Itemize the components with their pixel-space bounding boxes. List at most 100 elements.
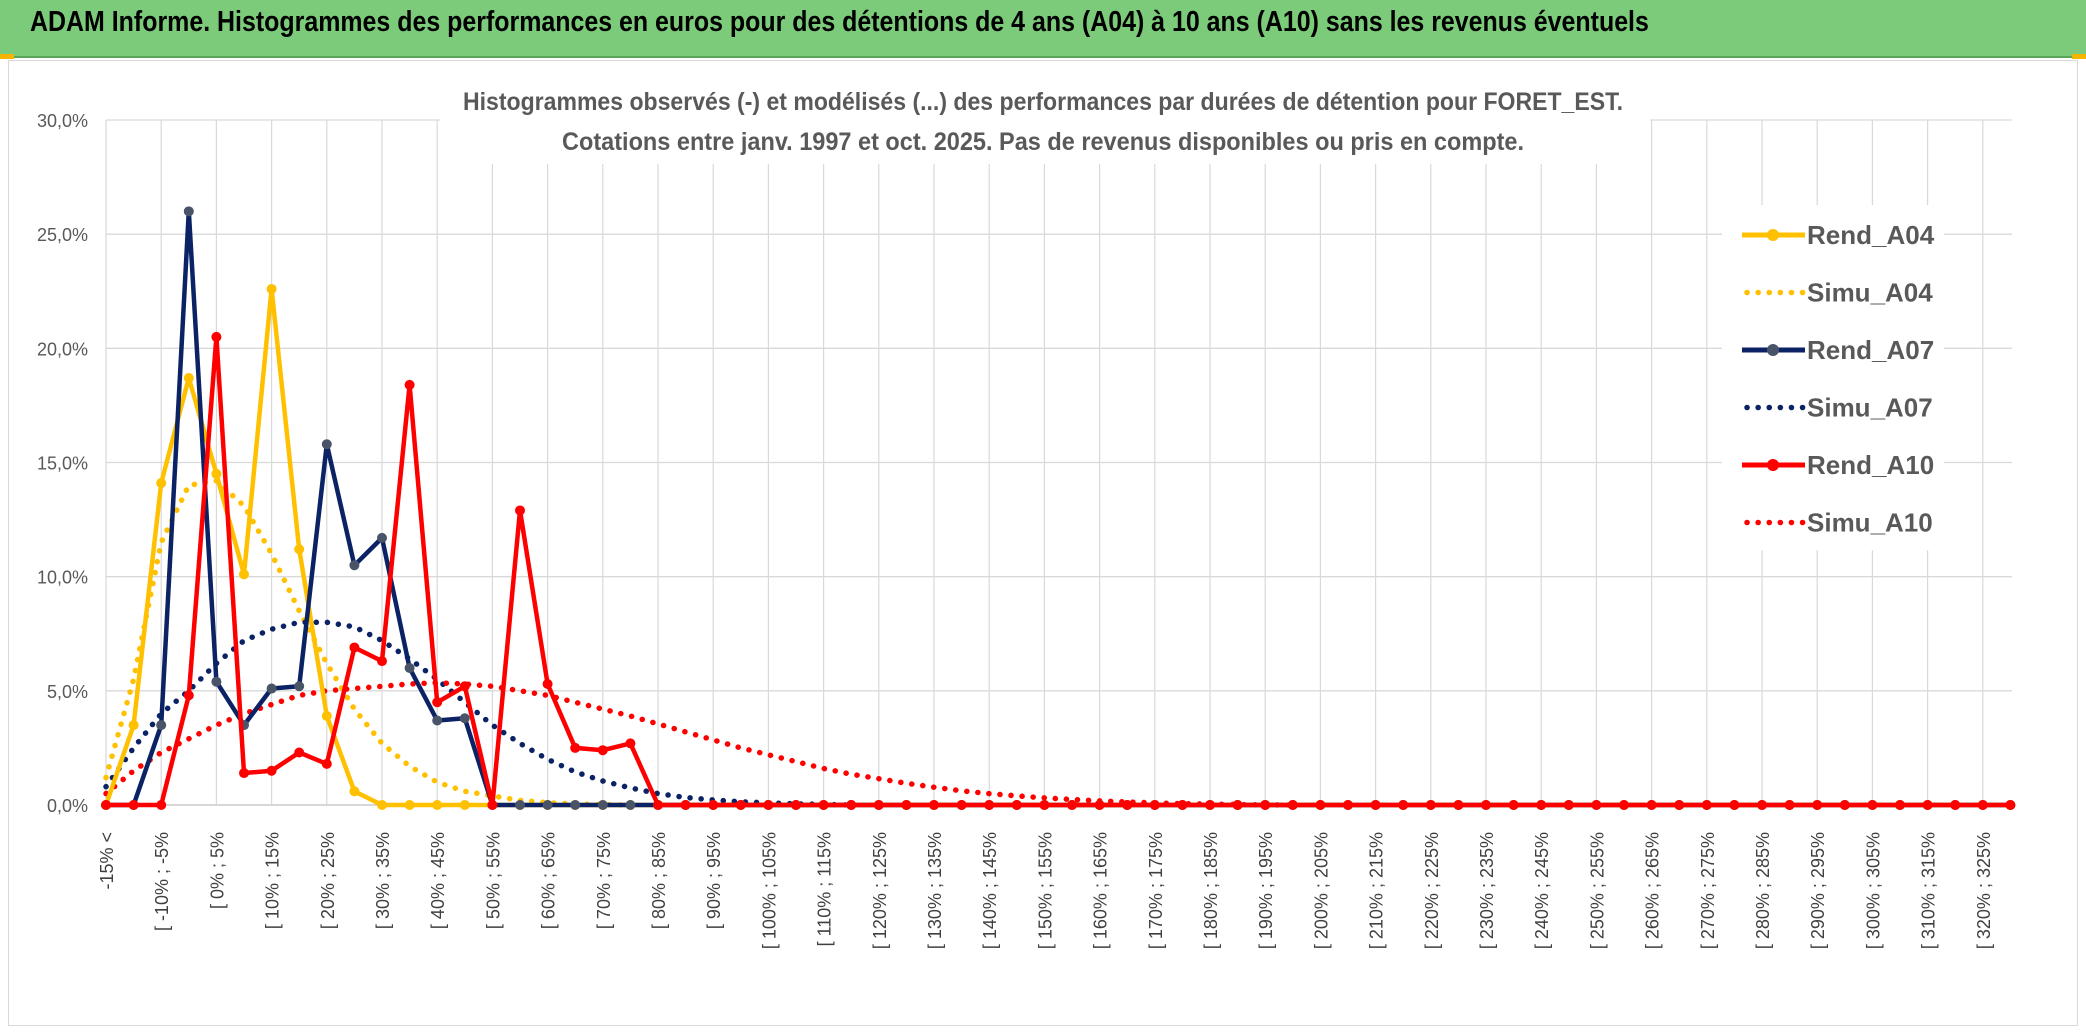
data-point-Rend_A07 <box>597 800 608 810</box>
data-point-Rend_A10 <box>570 742 581 753</box>
chart-title-line-1: Histogrammes observés (-) et modélisés (… <box>463 88 1623 116</box>
data-point-Rend_A07 <box>377 532 387 543</box>
data-point-Rend_A10 <box>597 745 608 756</box>
x-tick-label: [ 90% ; 95% <box>704 832 724 929</box>
data-point-Rend_A10 <box>1287 800 1298 810</box>
x-tick-label: [ 120% ; 125% <box>870 832 890 949</box>
data-point-Rend_A07 <box>570 800 581 810</box>
data-point-Rend_A10 <box>1398 800 1409 810</box>
data-point-Rend_A10 <box>1453 800 1464 810</box>
x-tick-label: [ 320% ; 325% <box>1974 832 1994 949</box>
x-tick-label: [ 230% ; 235% <box>1477 832 1497 949</box>
series-line-Simu_A07 <box>103 619 854 808</box>
x-tick-label: [ 260% ; 265% <box>1643 832 1663 949</box>
x-tick-label: [ 200% ; 205% <box>1311 832 1331 949</box>
x-tick-label: [ 100% ; 105% <box>759 832 779 949</box>
data-point-Rend_A10 <box>1922 800 1933 810</box>
title-background <box>440 84 1650 164</box>
report-title: ADAM Informe. Histogrammes des performan… <box>30 6 1649 38</box>
chart-frame <box>8 60 2078 1026</box>
legend-label-Simu_A04: Simu_A04 <box>1807 278 1933 308</box>
data-point-Rend_A04 <box>377 800 387 810</box>
series-line-Rend_A10 <box>106 334 2011 808</box>
x-tick-label: -15% < <box>97 832 117 890</box>
series-line-Simu_A04 <box>103 478 634 808</box>
data-point-Rend_A10 <box>1508 800 1519 810</box>
legend-label-Rend_A10: Rend_A10 <box>1807 450 1934 480</box>
data-point-Rend_A10 <box>1260 800 1271 810</box>
data-point-Rend_A10 <box>956 800 967 810</box>
x-tick-label: [ 250% ; 255% <box>1587 832 1607 949</box>
data-point-Rend_A10 <box>1011 800 1022 810</box>
data-point-Rend_A10 <box>818 800 829 810</box>
data-point-Rend_A04 <box>404 800 415 810</box>
data-point-Rend_A10 <box>1950 800 1961 810</box>
data-point-Rend_A10 <box>1784 800 1795 810</box>
data-point-Rend_A10 <box>294 747 305 758</box>
legend-label-Rend_A07: Rend_A07 <box>1807 335 1934 365</box>
x-tick-label: [ 10% ; 15% <box>263 832 283 929</box>
x-tick-label: [ 190% ; 195% <box>1256 832 1276 949</box>
data-point-Rend_A10 <box>1729 800 1740 810</box>
data-point-Rend_A10 <box>1646 800 1657 810</box>
x-axis: -15% < [ -10% ; -5% [ 0% ; 5% [ 10% ; 15% [ … <box>97 832 1994 949</box>
data-point-Rend_A10 <box>901 800 912 810</box>
data-point-Rend_A10 <box>1343 800 1353 810</box>
data-point-Rend_A10 <box>1122 800 1133 810</box>
x-tick-label: [ 30% ; 35% <box>373 832 393 929</box>
y-tick-label: 25,0% <box>37 225 88 245</box>
data-point-Rend_A10 <box>625 738 636 749</box>
data-point-Rend_A07 <box>542 800 553 810</box>
data-point-Rend_A10 <box>1757 800 1767 810</box>
y-tick-label: 20,0% <box>37 339 88 359</box>
data-point-Rend_A07 <box>156 720 167 731</box>
data-point-Rend_A10 <box>1867 800 1878 810</box>
data-point-Rend_A10 <box>846 800 857 810</box>
data-point-Rend_A10 <box>1370 800 1381 810</box>
data-point-Rend_A07 <box>625 800 636 810</box>
data-point-Rend_A04 <box>156 478 167 489</box>
x-tick-label: [ 60% ; 65% <box>539 832 559 929</box>
y-tick-label: 5,0% <box>47 682 88 702</box>
legend-label-Rend_A04: Rend_A04 <box>1807 220 1935 250</box>
x-tick-label: [ 210% ; 215% <box>1367 832 1387 949</box>
data-point-Rend_A10 <box>1425 800 1436 810</box>
data-point-Rend_A10 <box>1895 800 1905 810</box>
data-point-Rend_A10 <box>1232 800 1243 810</box>
data-point-Rend_A04 <box>349 786 360 797</box>
x-tick-label: [ -10% ; -5% <box>152 832 172 931</box>
x-tick-label: [ 80% ; 85% <box>649 832 669 929</box>
x-tick-label: [ 40% ; 45% <box>428 832 448 929</box>
x-tick-label: [ 290% ; 295% <box>1808 832 1828 949</box>
y-tick-label: 10,0% <box>37 568 88 588</box>
data-point-Rend_A10 <box>873 800 884 810</box>
y-tick-label: 30,0% <box>37 111 88 131</box>
data-point-Rend_A10 <box>1701 800 1712 810</box>
data-point-Rend_A10 <box>101 800 111 810</box>
data-point-Rend_A10 <box>321 758 332 769</box>
data-point-Rend_A07 <box>432 715 443 726</box>
data-point-Rend_A10 <box>708 800 719 810</box>
data-point-Rend_A10 <box>542 678 553 689</box>
data-point-Rend_A10 <box>211 331 222 342</box>
data-point-Rend_A10 <box>984 800 995 810</box>
data-point-Rend_A10 <box>1067 800 1077 810</box>
x-tick-label: [ 220% ; 225% <box>1422 832 1442 949</box>
data-point-Rend_A10 <box>1591 800 1602 810</box>
data-point-Rend_A10 <box>929 800 939 810</box>
data-point-Rend_A04 <box>459 800 470 810</box>
y-axis: 0,0% 5,0% 10,0% 15,0% 20,0% 25,0% 30,0% <box>37 111 88 816</box>
data-point-Rend_A10 <box>1674 800 1685 810</box>
data-point-Rend_A04 <box>128 720 139 731</box>
data-point-Rend_A10 <box>1481 800 1491 810</box>
data-point-Rend_A10 <box>128 800 139 810</box>
x-tick-label: [ 110% ; 115% <box>815 832 835 946</box>
legend-label-Simu_A07: Simu_A07 <box>1807 393 1933 423</box>
data-point-Rend_A10 <box>1177 800 1188 810</box>
data-point-Rend_A10 <box>653 800 663 810</box>
x-tick-label: [ 240% ; 245% <box>1532 832 1552 949</box>
x-tick-label: [ 170% ; 175% <box>1146 832 1166 949</box>
data-point-Rend_A07 <box>321 439 332 450</box>
data-point-Rend_A04 <box>266 283 277 294</box>
